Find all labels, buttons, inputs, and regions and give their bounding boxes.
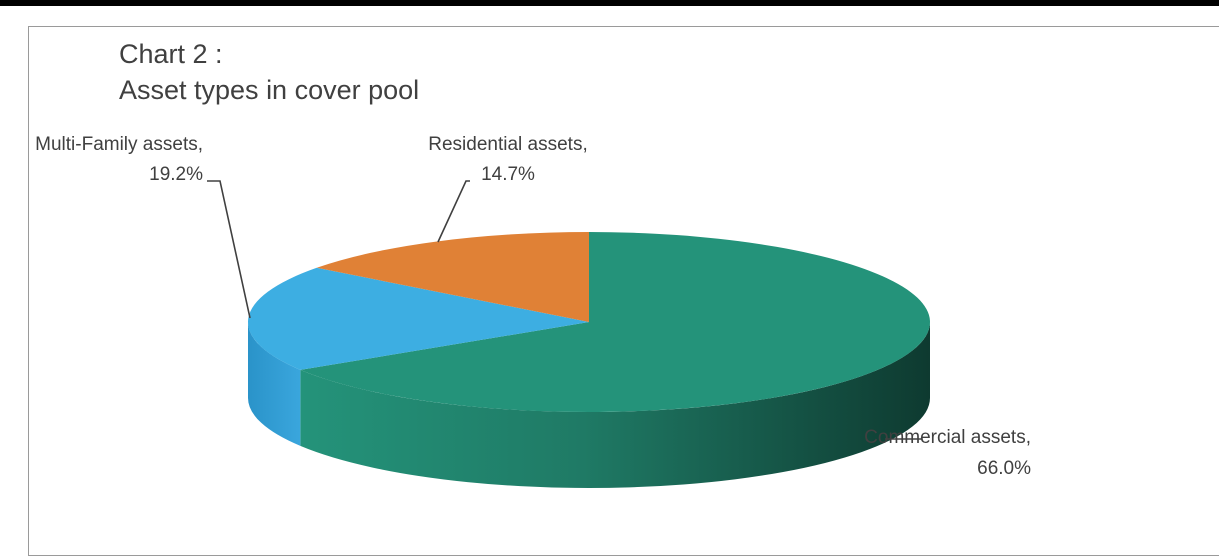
leader-line-multi-family-assets [207, 180, 251, 319]
pie-side-commercial-assets [300, 322, 930, 489]
pie-side-multi-family-assets [248, 322, 301, 446]
pie-sides [248, 322, 930, 489]
leader-line-residential-assets [437, 180, 470, 243]
slice-label-name-residential-assets: Residential assets, [428, 134, 587, 155]
top-rule [0, 0, 1219, 6]
slice-label-name-commercial-assets: Commercial assets, [864, 427, 1031, 448]
slice-label-value-multi-family-assets: 19.2% [149, 164, 203, 185]
pie-slice-commercial-assets [300, 232, 930, 412]
slice-label-value-residential-assets: 14.7% [481, 164, 535, 185]
slice-label-name-multi-family-assets: Multi-Family assets, [35, 134, 203, 155]
pie-slice-multi-family-assets [247, 267, 589, 370]
chart-title: Chart 2 : Asset types in cover pool [119, 36, 419, 108]
pie-chart: Commercial assets, 66.0% Multi-Family asse… [35, 134, 1031, 489]
pie-slice-residential-assets [316, 232, 589, 322]
chart-title-line2: Asset types in cover pool [119, 75, 420, 105]
chart-title-line1: Chart 2 : [119, 39, 223, 69]
pie-tops [247, 232, 930, 412]
slice-labels: Commercial assets, 66.0% Multi-Family asse… [35, 134, 1031, 479]
label-leaders [207, 180, 922, 440]
slice-label-value-commercial-assets: 66.0% [977, 458, 1031, 479]
